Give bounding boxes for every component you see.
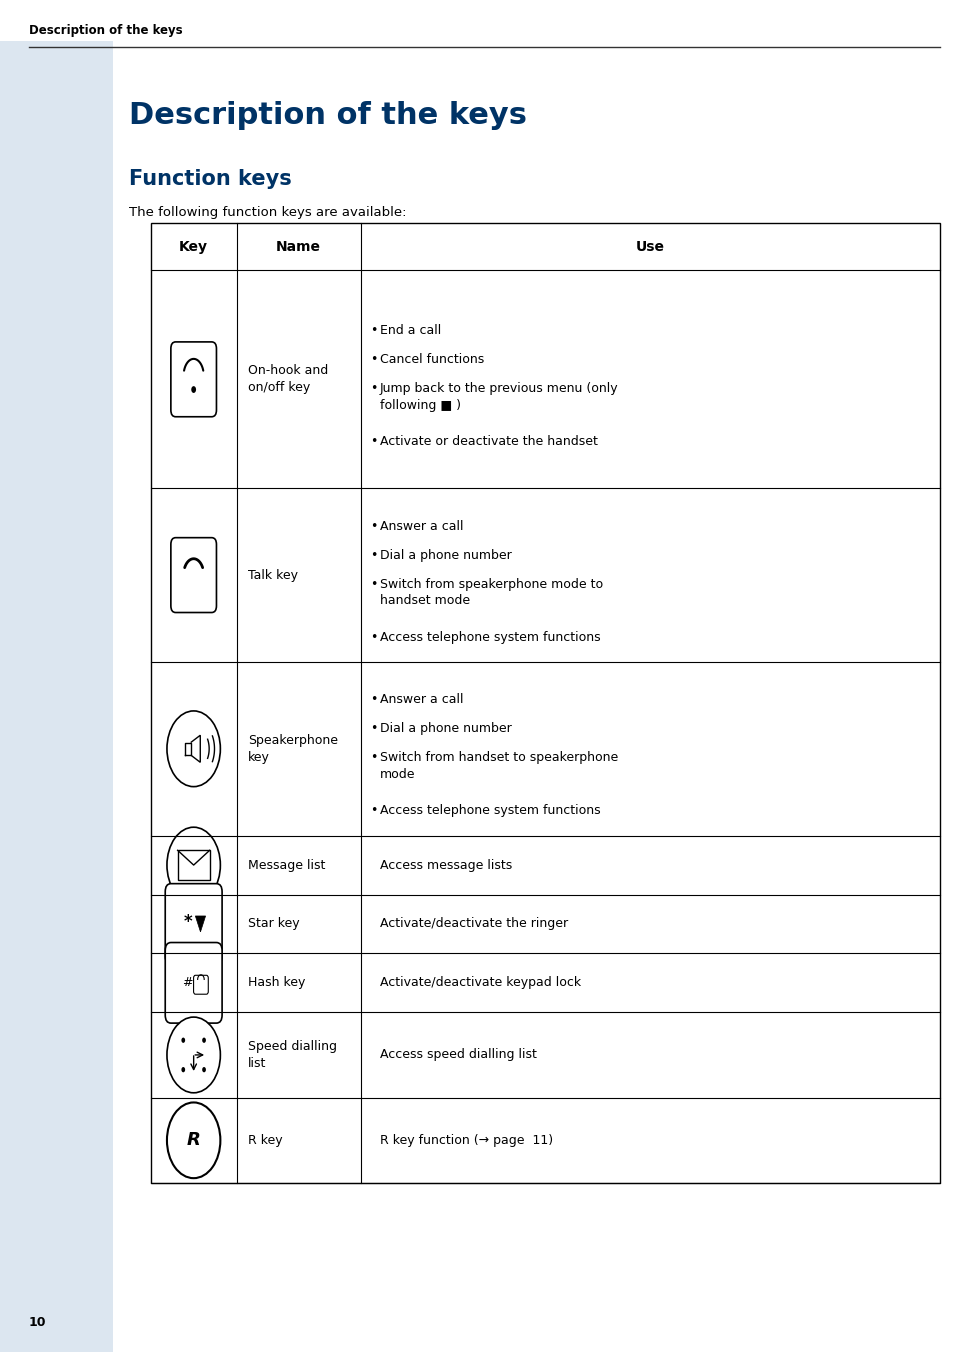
Text: •: • — [370, 324, 377, 337]
Text: *: * — [184, 914, 193, 932]
Circle shape — [191, 387, 196, 393]
Text: •: • — [370, 804, 377, 817]
Circle shape — [181, 1037, 185, 1042]
Text: Cancel functions: Cancel functions — [379, 353, 483, 366]
Text: Message list: Message list — [248, 859, 325, 872]
Text: Jump back to the previous menu (only
following ■ ): Jump back to the previous menu (only fol… — [379, 383, 618, 411]
Text: #: # — [182, 976, 193, 990]
Text: Access message lists: Access message lists — [379, 859, 512, 872]
Text: Dial a phone number: Dial a phone number — [379, 722, 511, 735]
Text: Switch from speakerphone mode to
handset mode: Switch from speakerphone mode to handset… — [379, 577, 602, 607]
Text: Description of the keys: Description of the keys — [29, 23, 182, 37]
Text: •: • — [370, 353, 377, 366]
Text: Access telephone system functions: Access telephone system functions — [379, 630, 599, 644]
Text: Speakerphone
key: Speakerphone key — [248, 734, 337, 764]
FancyBboxPatch shape — [193, 975, 208, 994]
Text: Activate/deactivate the ringer: Activate/deactivate the ringer — [379, 918, 567, 930]
Text: •: • — [370, 722, 377, 735]
Text: •: • — [370, 435, 377, 448]
Text: Activate/deactivate keypad lock: Activate/deactivate keypad lock — [379, 976, 580, 990]
Text: •: • — [370, 694, 377, 706]
Text: •: • — [370, 549, 377, 561]
Text: Description of the keys: Description of the keys — [129, 101, 526, 130]
Circle shape — [167, 1017, 220, 1092]
Text: Use: Use — [635, 239, 664, 254]
Text: Answer a call: Answer a call — [379, 694, 463, 706]
Text: Talk key: Talk key — [248, 569, 297, 581]
Circle shape — [167, 711, 220, 787]
Text: Access telephone system functions: Access telephone system functions — [379, 804, 599, 817]
Text: Answer a call: Answer a call — [379, 519, 463, 533]
Text: •: • — [370, 752, 377, 764]
FancyBboxPatch shape — [177, 850, 210, 880]
FancyBboxPatch shape — [165, 942, 222, 1023]
Polygon shape — [195, 915, 205, 932]
Text: The following function keys are available:: The following function keys are availabl… — [129, 206, 406, 219]
Text: Star key: Star key — [248, 918, 299, 930]
Text: R key function (→ page  11): R key function (→ page 11) — [379, 1134, 552, 1146]
Text: Access speed dialling list: Access speed dialling list — [379, 1048, 536, 1061]
Circle shape — [181, 1067, 185, 1072]
Text: Activate or deactivate the handset: Activate or deactivate the handset — [379, 435, 597, 448]
Text: Switch from handset to speakerphone
mode: Switch from handset to speakerphone mode — [379, 752, 618, 781]
Text: R key: R key — [248, 1134, 282, 1146]
Text: Function keys: Function keys — [129, 169, 292, 189]
Circle shape — [167, 827, 220, 903]
Text: •: • — [370, 519, 377, 533]
Text: •: • — [370, 577, 377, 591]
Text: Key: Key — [179, 239, 208, 254]
Circle shape — [202, 1037, 206, 1042]
Text: End a call: End a call — [379, 324, 440, 337]
Circle shape — [167, 1102, 220, 1178]
Text: •: • — [370, 383, 377, 395]
Text: •: • — [370, 630, 377, 644]
FancyBboxPatch shape — [165, 884, 222, 964]
FancyBboxPatch shape — [171, 538, 216, 612]
Text: On-hook and
on/off key: On-hook and on/off key — [248, 364, 328, 395]
Text: Hash key: Hash key — [248, 976, 305, 990]
Circle shape — [202, 1067, 206, 1072]
Text: Name: Name — [275, 239, 321, 254]
Text: Dial a phone number: Dial a phone number — [379, 549, 511, 561]
FancyBboxPatch shape — [171, 342, 216, 416]
Text: 10: 10 — [29, 1315, 46, 1329]
Text: R: R — [187, 1132, 200, 1149]
FancyBboxPatch shape — [0, 41, 112, 1352]
Text: Speed dialling
list: Speed dialling list — [248, 1040, 336, 1069]
